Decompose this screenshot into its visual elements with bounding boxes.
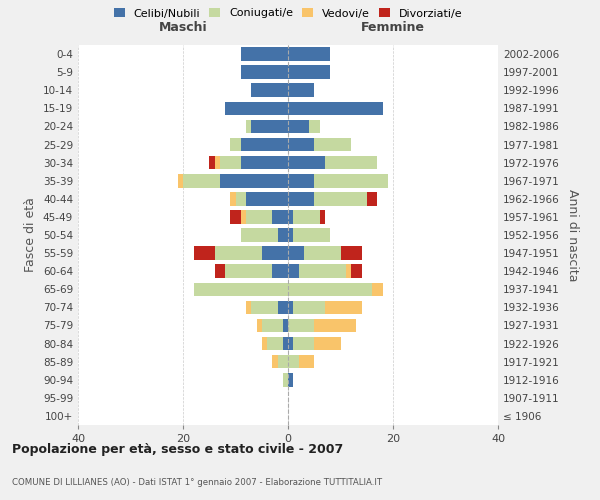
Legend: Celibi/Nubili, Coniugati/e, Vedovi/e, Divorziati/e: Celibi/Nubili, Coniugati/e, Vedovi/e, Di… <box>113 8 463 18</box>
Bar <box>288 282 372 296</box>
Bar <box>230 192 235 205</box>
Bar <box>262 246 288 260</box>
Bar <box>288 228 293 242</box>
Text: COMUNE DI LILLIANES (AO) - Dati ISTAT 1° gennaio 2007 - Elaborazione TUTTITALIA.: COMUNE DI LILLIANES (AO) - Dati ISTAT 1°… <box>12 478 382 487</box>
Bar <box>251 300 277 314</box>
Bar <box>246 120 251 133</box>
Bar <box>351 264 361 278</box>
Bar <box>178 174 183 188</box>
Bar <box>272 264 288 278</box>
Bar <box>288 192 314 205</box>
Bar <box>241 210 246 224</box>
Bar <box>288 210 293 224</box>
Bar <box>246 210 272 224</box>
Bar <box>225 102 288 115</box>
Bar <box>241 66 288 79</box>
Bar <box>215 156 220 170</box>
Bar <box>277 355 288 368</box>
Bar <box>246 300 251 314</box>
Bar <box>183 174 220 188</box>
Bar <box>341 246 361 260</box>
Bar <box>314 337 341 350</box>
Bar <box>283 318 288 332</box>
Bar <box>220 174 288 188</box>
Bar <box>288 120 309 133</box>
Bar <box>277 228 288 242</box>
Bar <box>367 192 377 205</box>
Bar <box>209 156 215 170</box>
Bar <box>346 264 351 278</box>
Bar <box>288 246 304 260</box>
Bar <box>293 210 320 224</box>
Bar <box>230 210 241 224</box>
Bar <box>215 264 225 278</box>
Bar <box>293 228 330 242</box>
Text: Maschi: Maschi <box>158 21 208 34</box>
Bar <box>299 264 346 278</box>
Bar <box>215 246 262 260</box>
Bar <box>272 210 288 224</box>
Bar <box>262 318 283 332</box>
Bar <box>241 138 288 151</box>
Bar <box>272 355 277 368</box>
Bar <box>241 228 277 242</box>
Bar <box>314 192 367 205</box>
Y-axis label: Fasce di età: Fasce di età <box>25 198 37 272</box>
Bar <box>257 318 262 332</box>
Bar <box>325 300 361 314</box>
Bar <box>288 318 314 332</box>
Bar <box>320 210 325 224</box>
Bar <box>225 264 272 278</box>
Bar <box>304 246 341 260</box>
Bar <box>193 246 215 260</box>
Bar <box>372 282 383 296</box>
Bar <box>288 264 299 278</box>
Bar <box>220 156 241 170</box>
Bar <box>288 84 314 97</box>
Bar <box>267 337 283 350</box>
Bar <box>241 48 288 61</box>
Text: Popolazione per età, sesso e stato civile - 2007: Popolazione per età, sesso e stato civil… <box>12 442 343 456</box>
Bar <box>277 300 288 314</box>
Text: Femmine: Femmine <box>361 21 425 34</box>
Bar <box>288 300 293 314</box>
Bar <box>288 373 293 386</box>
Bar <box>325 156 377 170</box>
Bar <box>293 300 325 314</box>
Bar <box>230 138 241 151</box>
Bar <box>288 174 314 188</box>
Bar <box>288 138 314 151</box>
Bar <box>314 138 351 151</box>
Bar <box>283 373 288 386</box>
Bar <box>283 337 288 350</box>
Bar <box>288 48 330 61</box>
Bar <box>314 318 356 332</box>
Bar <box>293 337 314 350</box>
Bar <box>193 282 288 296</box>
Bar <box>251 120 288 133</box>
Bar <box>246 192 288 205</box>
Bar <box>288 355 299 368</box>
Bar <box>288 337 293 350</box>
Bar <box>299 355 314 368</box>
Bar <box>262 337 267 350</box>
Bar <box>251 84 288 97</box>
Bar <box>314 174 388 188</box>
Bar <box>288 102 383 115</box>
Y-axis label: Anni di nascita: Anni di nascita <box>566 188 579 281</box>
Bar <box>288 156 325 170</box>
Bar <box>309 120 320 133</box>
Bar <box>235 192 246 205</box>
Bar <box>241 156 288 170</box>
Bar <box>288 66 330 79</box>
